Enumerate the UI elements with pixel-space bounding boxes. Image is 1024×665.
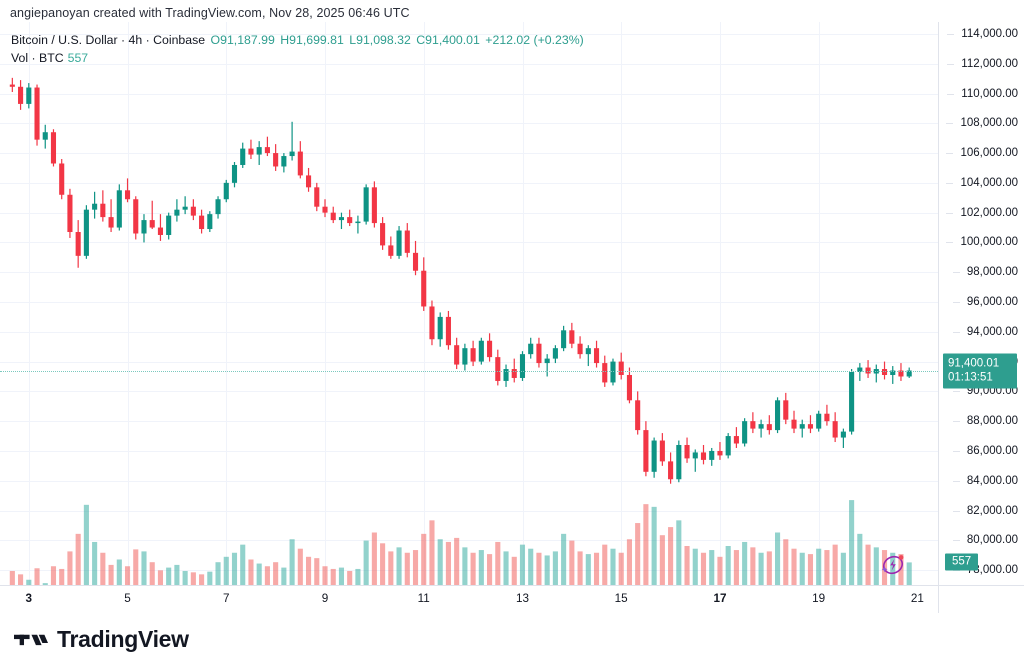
grid-line-horizontal: [0, 451, 938, 452]
grid-line-horizontal: [0, 361, 938, 363]
time-axis-tick: 11: [417, 592, 430, 605]
grid-line-horizontal: [0, 480, 938, 482]
time-axis-tick: 19: [812, 592, 826, 605]
grid-line-vertical: [720, 22, 721, 585]
volume-value-badge: 557: [945, 553, 979, 571]
grid-line-horizontal: [0, 182, 938, 184]
legend-high-value: 91,699.81: [289, 33, 344, 47]
current-price-badge: 91,400.01 01:13:51: [943, 353, 1017, 388]
time-axis-tick: 7: [223, 592, 230, 605]
grid-line-horizontal: [0, 63, 938, 65]
price-axis-tick: 112,000.00: [947, 58, 1018, 70]
grid-line-horizontal: [0, 212, 938, 214]
grid-line-vertical: [28, 22, 30, 585]
grid-line-vertical: [325, 22, 326, 585]
grid-line-horizontal: [0, 540, 938, 542]
grid-line-vertical: [818, 22, 820, 585]
grid-line-horizontal: [0, 302, 938, 303]
price-scale-axis[interactable]: 91,400.01 01:13:51 557 114,000.00 112,000…: [938, 22, 1024, 585]
chart-plot-area[interactable]: Bitcoin / U.S. Dollar · 4h · Coinbase O9…: [0, 22, 938, 585]
tradingview-wordmark: TradingView: [57, 625, 189, 652]
current-price-line: [0, 370, 938, 372]
bar-countdown: 01:13:51: [948, 371, 993, 383]
legend-change: +212.02 (+0.23%): [485, 33, 584, 47]
legend-close-value: 91,400.01: [425, 33, 480, 47]
legend-symbol: Bitcoin / U.S. Dollar · 4h · Coinbase: [11, 33, 206, 47]
grid-line-horizontal: [0, 242, 938, 244]
legend-volume-label: Vol · BTC: [11, 51, 64, 65]
price-axis-tick: 104,000.00: [946, 177, 1018, 189]
grid-line-horizontal: [0, 421, 938, 423]
candlestick-volume-series: [9, 77, 912, 585]
price-axis-tick: 90,000.00: [952, 385, 1018, 397]
price-axis-tick: 102,000.00: [946, 207, 1018, 219]
grid-line-vertical: [226, 22, 228, 585]
grid-line-vertical: [522, 22, 524, 585]
price-axis-tick: 114,000.00: [947, 28, 1018, 40]
time-axis-tick: 3: [25, 592, 33, 605]
legend-low-value: 91,098.32: [356, 33, 411, 47]
grid-line-horizontal: [0, 272, 938, 274]
grid-line-horizontal: [0, 510, 938, 512]
time-axis-tick: 5: [124, 592, 131, 605]
price-axis-tick: 80,000.00: [952, 534, 1018, 546]
grid-line-vertical: [127, 22, 129, 585]
tradingview-brand[interactable]: TradingView: [14, 626, 189, 653]
legend-open-value: 91,187.99: [220, 33, 275, 47]
price-axis-tick: 108,000.00: [946, 117, 1018, 129]
ai-sparkle-icon[interactable]: [878, 550, 908, 580]
price-axis-tick: 88,000.00: [952, 415, 1018, 427]
chart-legend: Bitcoin / U.S. Dollar · 4h · Coinbase O9…: [11, 32, 584, 66]
grid-line-horizontal: [0, 93, 938, 95]
price-axis-tick: 84,000.00: [952, 475, 1018, 487]
footer-bar: TradingView: [0, 613, 1024, 665]
price-axis-tick: 100,000.00: [946, 236, 1018, 248]
grid-line-vertical: [621, 22, 623, 585]
legend-volume-value: 557: [67, 51, 89, 65]
legend-symbol-row: Bitcoin / U.S. Dollar · 4h · Coinbase O9…: [11, 32, 584, 48]
grid-line-horizontal: [0, 33, 938, 35]
time-scale-axis[interactable]: 357911131517192123252729: [0, 585, 1023, 613]
price-axis-tick: 106,000.00: [946, 147, 1018, 159]
price-axis-tick: 96,000.00: [952, 296, 1018, 308]
time-axis-tick: 15: [614, 592, 628, 605]
price-axis-tick: 86,000.00: [952, 445, 1018, 457]
legend-low-label: L: [349, 33, 357, 47]
time-axis-tick: 9: [321, 592, 329, 605]
tradingview-logo-icon: [14, 634, 48, 646]
current-price-value: 91,400.01: [948, 357, 1000, 369]
legend-open-label: O: [210, 33, 221, 47]
legend-close-label: C: [416, 33, 426, 47]
grid-line-horizontal: [0, 391, 938, 393]
axis-corner: [938, 585, 1024, 613]
time-axis-tick: 17: [713, 592, 727, 605]
grid-line-horizontal: [0, 153, 938, 155]
legend-high-label: H: [280, 33, 290, 47]
watermark-text: angiepanoyan created with TradingView.co…: [10, 6, 410, 20]
time-axis-tick: 13: [515, 592, 530, 605]
price-axis-tick: 98,000.00: [952, 266, 1018, 278]
legend-volume-row: Vol · BTC 557: [11, 50, 584, 66]
price-axis-tick: 110,000.00: [947, 88, 1018, 100]
price-axis-tick: 82,000.00: [952, 505, 1018, 517]
grid-line-horizontal: [0, 331, 938, 333]
grid-line-horizontal: [0, 123, 938, 125]
grid-line-horizontal: [0, 570, 938, 572]
price-axis-tick: 94,000.00: [952, 326, 1018, 338]
time-axis-tick: 21: [910, 592, 924, 605]
